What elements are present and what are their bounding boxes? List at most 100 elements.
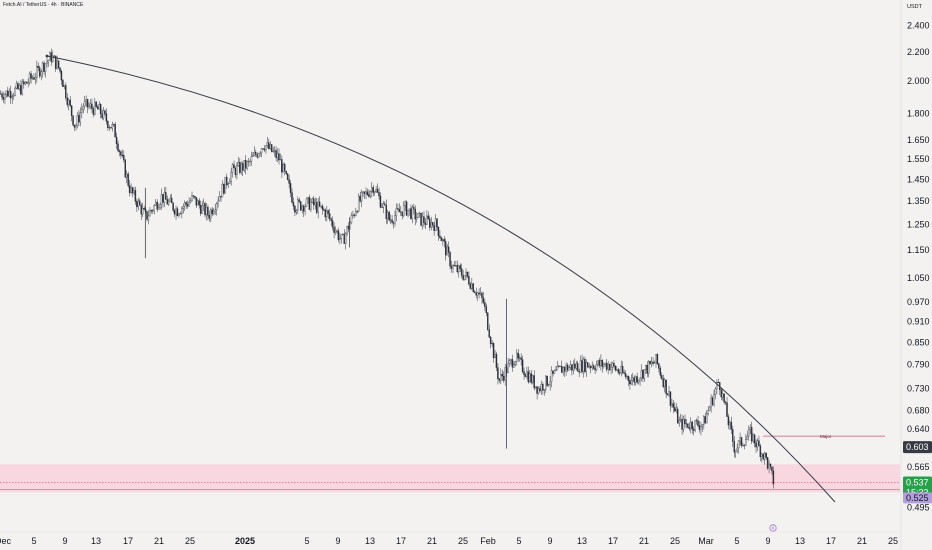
candle <box>546 375 548 387</box>
price-tick-label: 1.450 <box>907 174 930 184</box>
candle <box>18 83 21 92</box>
candle <box>54 55 57 72</box>
candle <box>555 365 557 372</box>
candle <box>259 151 261 157</box>
candle <box>102 107 105 121</box>
time-tick-label: 21 <box>427 536 437 546</box>
candle <box>750 421 753 445</box>
candle <box>756 438 759 452</box>
candle <box>257 152 260 159</box>
candle <box>742 442 744 447</box>
candle <box>524 372 527 378</box>
candle <box>323 207 325 212</box>
candle <box>337 227 340 243</box>
candle <box>89 99 92 110</box>
candle <box>359 191 361 203</box>
candle <box>456 260 459 274</box>
event-marker-icon[interactable] <box>769 524 777 532</box>
candle <box>159 202 161 211</box>
candle <box>96 104 99 110</box>
candle <box>769 463 772 470</box>
candle <box>426 210 428 226</box>
candle <box>407 209 409 218</box>
candle <box>69 96 71 108</box>
candle <box>550 366 553 388</box>
time-tick-label: 2025 <box>235 536 255 546</box>
time-tick-label: 17 <box>608 536 618 546</box>
candle <box>694 420 696 433</box>
candle <box>128 179 131 197</box>
candle <box>543 389 546 396</box>
candle <box>669 391 672 412</box>
time-tick-label: 9 <box>547 536 552 546</box>
candle <box>197 198 199 206</box>
candle <box>43 60 45 76</box>
candle <box>682 415 685 433</box>
candle <box>582 356 585 378</box>
candle <box>526 366 528 380</box>
candle <box>172 202 174 213</box>
candle <box>347 222 350 233</box>
candle <box>205 203 208 221</box>
candle <box>511 354 514 372</box>
candle <box>253 146 256 157</box>
candle <box>697 415 699 428</box>
candle <box>723 393 725 405</box>
candle <box>40 69 42 81</box>
candle <box>710 394 712 413</box>
candle <box>507 357 509 374</box>
candle <box>458 264 460 278</box>
candle <box>75 123 77 131</box>
candle <box>308 194 311 211</box>
candle <box>733 436 735 458</box>
candle <box>719 381 721 396</box>
candle <box>324 208 327 221</box>
candle <box>278 148 280 165</box>
candle <box>510 358 512 366</box>
candle <box>475 287 477 299</box>
candle <box>562 366 564 376</box>
candle <box>633 375 635 386</box>
candle <box>104 109 106 116</box>
candle <box>173 208 176 218</box>
candle <box>372 184 374 197</box>
candle <box>597 359 599 367</box>
candle <box>162 194 164 208</box>
candle <box>404 200 406 211</box>
candle <box>305 197 308 208</box>
candle <box>9 85 12 104</box>
candle <box>291 188 293 204</box>
candle <box>382 200 385 214</box>
price-tick-label: 0.640 <box>907 424 930 434</box>
candle <box>740 436 743 448</box>
candle <box>191 191 193 202</box>
candle <box>674 402 676 413</box>
candle <box>549 376 551 391</box>
candle <box>166 195 169 205</box>
candle <box>471 277 473 291</box>
candle <box>60 69 63 85</box>
candle <box>120 150 122 160</box>
price-tick-label: 1.250 <box>907 220 930 230</box>
candle <box>227 182 229 188</box>
time-tick-label: 21 <box>857 536 867 546</box>
candle <box>410 204 412 221</box>
candle <box>479 287 482 296</box>
candle <box>746 430 749 440</box>
candle <box>247 157 250 167</box>
candle <box>67 97 70 111</box>
candle <box>581 354 583 374</box>
candle <box>233 160 235 169</box>
price-tag-525-label: 0.525 <box>906 493 929 503</box>
candle <box>342 233 344 236</box>
candle <box>299 200 302 212</box>
candle <box>285 170 287 176</box>
candle <box>679 413 682 423</box>
candle <box>402 201 405 218</box>
candle <box>381 203 383 209</box>
candle <box>31 75 34 81</box>
candle <box>266 136 269 149</box>
candle <box>497 363 499 385</box>
candle <box>492 342 495 363</box>
